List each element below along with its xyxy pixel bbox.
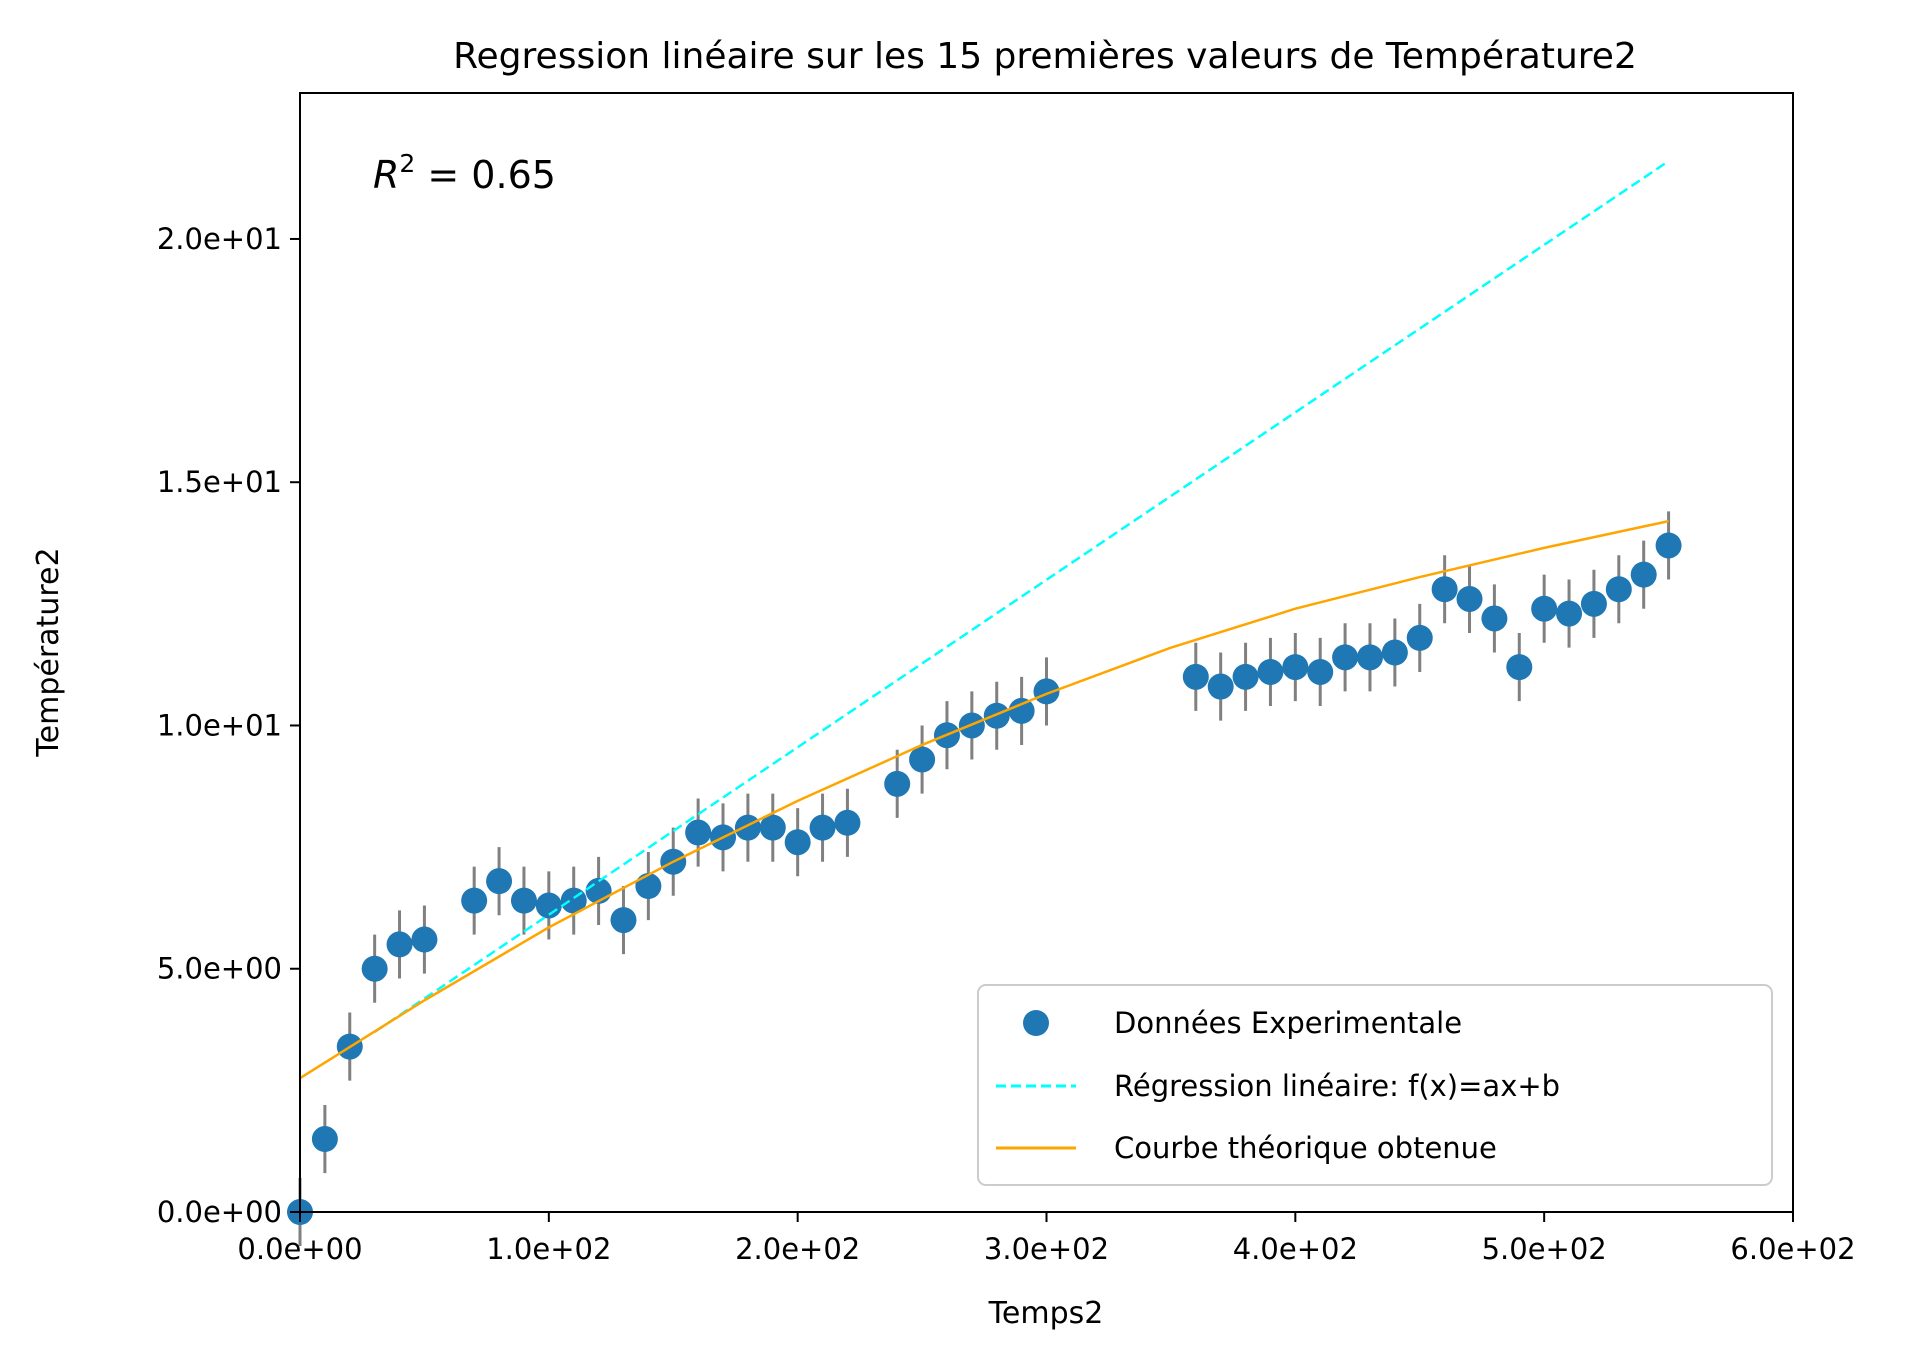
legend-label-scatter: Données Experimentale bbox=[1114, 1006, 1462, 1040]
x-tick-label: 0.0e+00 bbox=[237, 1232, 362, 1266]
data-point bbox=[1556, 600, 1583, 627]
legend-box bbox=[977, 984, 1773, 1186]
data-point bbox=[983, 702, 1010, 729]
x-tick-label: 6.0e+02 bbox=[1730, 1232, 1855, 1266]
legend-label-regression: Régression linéaire: f(x)=ax+b bbox=[1114, 1069, 1560, 1103]
data-point bbox=[1207, 673, 1234, 700]
data-point bbox=[311, 1126, 338, 1153]
x-tick-label: 2.0e+02 bbox=[735, 1232, 860, 1266]
theory-curve bbox=[299, 519, 1669, 1080]
data-point bbox=[461, 887, 488, 914]
x-tick-label: 4.0e+02 bbox=[1233, 1232, 1358, 1266]
data-point bbox=[361, 955, 388, 982]
data-point bbox=[1630, 561, 1657, 588]
regression-line bbox=[373, 160, 1670, 1034]
data-point bbox=[1431, 576, 1458, 603]
data-point bbox=[1481, 605, 1508, 632]
plot-area bbox=[287, 92, 1794, 1247]
data-point bbox=[1332, 644, 1359, 671]
legend-label-theory: Courbe théorique obtenue bbox=[1114, 1131, 1497, 1165]
y-tick-label: 1.0e+01 bbox=[157, 708, 282, 742]
x-tick-label: 5.0e+02 bbox=[1482, 1232, 1607, 1266]
y-tick-label: 5.0e+00 bbox=[157, 952, 282, 986]
data-point bbox=[510, 887, 537, 914]
y-tick-label: 0.0e+00 bbox=[157, 1195, 282, 1229]
x-tick-label: 3.0e+02 bbox=[984, 1232, 1109, 1266]
data-point bbox=[685, 819, 712, 846]
data-point bbox=[1605, 576, 1632, 603]
data-point bbox=[809, 814, 836, 841]
data-point bbox=[1008, 697, 1035, 724]
x-axis: 0.0e+00 1.0e+02 2.0e+02 3.0e+02 4.0e+02 5.0e+… bbox=[237, 1212, 1856, 1266]
x-tick-label: 1.0e+02 bbox=[486, 1232, 611, 1266]
data-point bbox=[1033, 678, 1060, 705]
data-point bbox=[1381, 639, 1408, 666]
data-point bbox=[1456, 585, 1483, 612]
data-point bbox=[1406, 624, 1433, 651]
data-point bbox=[909, 746, 936, 773]
data-point bbox=[610, 907, 637, 934]
data-point bbox=[1232, 663, 1259, 690]
legend: Données Experimentale Régression linéair… bbox=[977, 984, 1773, 1186]
x-axis-title: Temps2 bbox=[988, 1296, 1104, 1331]
data-point bbox=[1257, 658, 1284, 685]
y-tick-label: 1.5e+01 bbox=[157, 465, 282, 499]
data-point bbox=[884, 770, 911, 797]
data-point bbox=[1655, 532, 1682, 559]
data-point bbox=[1531, 595, 1558, 622]
data-point bbox=[535, 892, 562, 919]
r-squared-annotation: R2 = 0.65 bbox=[373, 149, 556, 197]
y-axis-title: Température2 bbox=[31, 547, 66, 757]
data-point bbox=[1356, 644, 1383, 671]
r-squared-value: = 0.65 bbox=[415, 153, 556, 197]
data-point bbox=[834, 809, 861, 836]
data-point bbox=[486, 868, 513, 895]
data-point bbox=[386, 931, 413, 958]
data-point bbox=[411, 926, 438, 953]
data-point bbox=[1506, 654, 1533, 681]
data-point bbox=[784, 829, 811, 856]
chart-title: Regression linéaire sur les 15 premières… bbox=[453, 36, 1637, 77]
data-point bbox=[1282, 654, 1309, 681]
legend-marker-scatter bbox=[1023, 1010, 1049, 1036]
data-point bbox=[1182, 663, 1209, 690]
data-point bbox=[759, 814, 786, 841]
data-point bbox=[1307, 658, 1334, 685]
data-point bbox=[1580, 590, 1607, 617]
y-axis: 0.0e+00 5.0e+00 1.0e+01 1.5e+01 2.0e+01 bbox=[157, 222, 300, 1229]
data-point bbox=[635, 873, 662, 900]
data-point bbox=[734, 814, 761, 841]
r-squared-base: R bbox=[373, 153, 399, 197]
r-squared-exponent: 2 bbox=[399, 149, 415, 178]
y-tick-label: 2.0e+01 bbox=[157, 222, 282, 256]
